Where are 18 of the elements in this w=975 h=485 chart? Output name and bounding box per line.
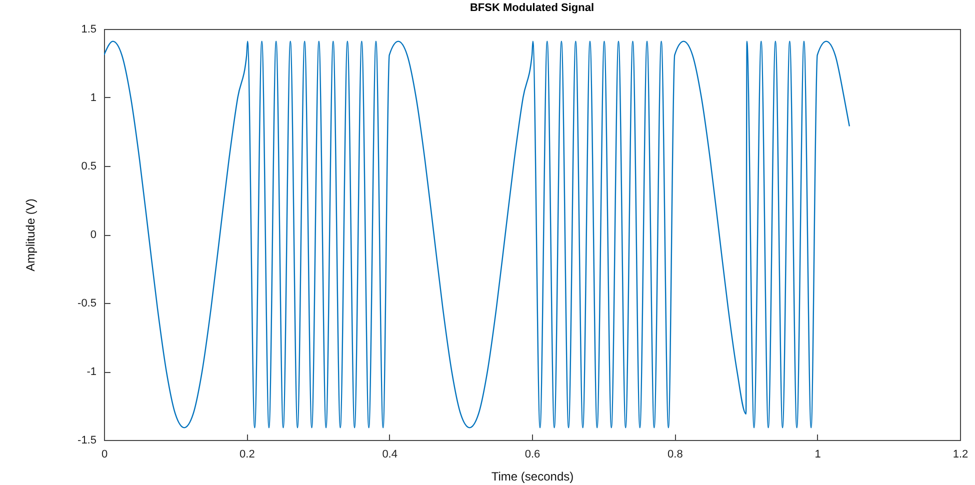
x-tick-label: 0.4	[382, 448, 398, 460]
y-tick-label: 0.5	[81, 160, 96, 172]
x-tick-label: 0.6	[524, 448, 540, 460]
x-tick-label: 1.2	[952, 448, 968, 460]
x-tick-label: 1	[814, 448, 821, 460]
x-tick-label: 0	[101, 448, 108, 460]
y-tick-label: 0	[90, 229, 96, 241]
x-axis-title: Time (seconds)	[491, 470, 574, 484]
x-tick-label: 0.8	[668, 448, 683, 460]
y-tick-label: 1	[90, 92, 96, 104]
y-tick-label: -0.5	[78, 298, 96, 310]
line-series	[104, 40, 850, 428]
y-tick-label: -1	[86, 366, 96, 378]
x-tick-label: 0.2	[240, 448, 255, 460]
y-axis-title: Amplitude (V)	[24, 198, 38, 272]
chart-title: BFSK Modulated Signal	[470, 2, 594, 14]
y-tick-label: 1.5	[81, 24, 96, 36]
y-tick-label: -1.5	[78, 434, 96, 446]
